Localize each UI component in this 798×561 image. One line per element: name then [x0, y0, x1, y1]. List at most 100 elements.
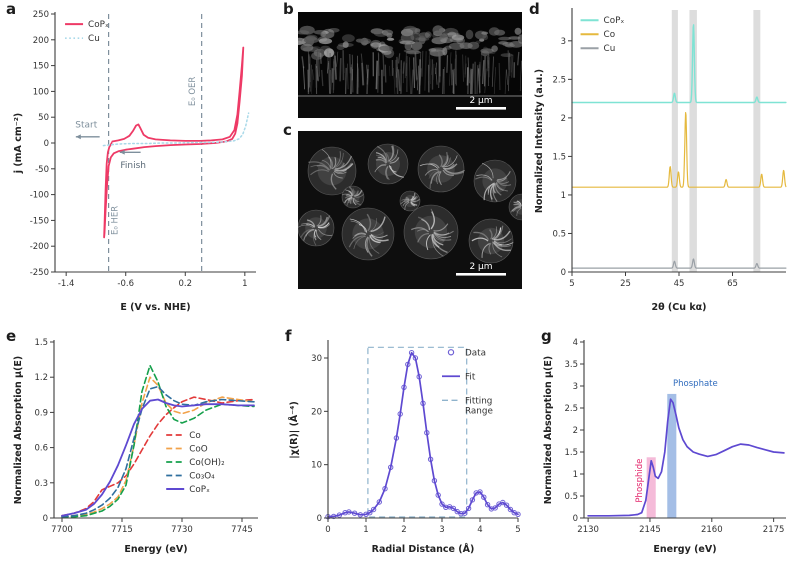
sem-top-view-image: 2 μm	[298, 131, 522, 289]
y-axis-label: j (mA cm⁻²)	[13, 113, 24, 175]
axes: 5 25 45 65 0 0.5 1 1.5 2 2.5 3 2θ (Cu kα) Normalized…	[534, 8, 786, 313]
x-tick-label: 0.2	[179, 279, 193, 289]
y-tick-label: 2	[573, 426, 578, 436]
y-tick-label: 20	[311, 407, 322, 417]
annotation-text: Start	[75, 121, 97, 131]
annotation-text: Phosphate	[673, 379, 718, 389]
x-tick-label: 1	[363, 525, 368, 535]
x-tick-label: 7730	[171, 525, 193, 535]
y-axis-label: |χ(R)| (Å⁻⁴)	[289, 401, 300, 459]
x-tick-label: 2145	[639, 525, 661, 535]
series-Co₃O₄	[61, 385, 255, 518]
series-CoPₓ	[61, 398, 255, 517]
y-tick-label: 50	[38, 113, 49, 123]
x-tick-label: 65	[727, 279, 738, 289]
plot-series	[325, 350, 521, 520]
y-tick-label: 1	[561, 191, 566, 201]
y-tick-label: 1.2	[34, 373, 48, 383]
legend-label: Range	[465, 406, 493, 416]
cv-curves-chart: -1.4 -0.6 0.2 1 -250 -200 -150 -100 -50 0 50 100 150…	[13, 10, 256, 313]
x-tick-label: 3	[439, 525, 444, 535]
y-tick-label: 2.5	[564, 404, 578, 414]
x-tick-label: 1	[242, 279, 247, 289]
legend-label: Co	[604, 30, 616, 40]
axes: 0 1 2 3 4 5 0 10 20 30 Radial Distance (Å) |χ(R)| (…	[289, 340, 521, 555]
y-tick-label: 30	[311, 354, 322, 364]
y-tick-label: 0.5	[564, 492, 578, 502]
series-Cu	[102, 112, 250, 147]
y-tick-label: 3.5	[564, 360, 578, 370]
y-tick-label: 0	[44, 139, 49, 149]
x-tick-label: 7700	[51, 525, 73, 535]
axes: -1.4 -0.6 0.2 1 -250 -200 -150 -100 -50 0 50 100 150…	[13, 10, 256, 313]
legend-label: Cu	[604, 44, 616, 54]
y-tick-label: 3	[561, 37, 566, 47]
scale-bar	[456, 107, 506, 110]
y-tick-label: 1	[573, 470, 578, 480]
xanes-co-k-edge-chart: 7700 7715 7730 7745 0 0.3 0.6 0.9 1.2 1.5 Energy (…	[13, 338, 258, 555]
x-tick-label: 2	[401, 525, 406, 535]
plot-series	[102, 46, 250, 239]
annotation-text: E₀ OER	[188, 77, 198, 107]
y-tick-label: -100	[30, 191, 49, 201]
y-tick-label: 100	[33, 87, 49, 97]
legend-label: CoPₓ	[88, 20, 109, 30]
y-tick-label: 1.5	[564, 448, 578, 458]
fitting-range-box	[367, 346, 468, 518]
y-tick-label: -50	[35, 165, 49, 175]
legend-label: Data	[465, 348, 486, 358]
series-CoPₓ	[103, 46, 245, 239]
y-tick-label: -150	[30, 216, 49, 226]
y-axis-label: Normalized Intensity (a.u.)	[534, 69, 545, 213]
x-axis-label: Energy (eV)	[124, 544, 187, 555]
y-tick-label: 0	[317, 514, 322, 524]
panel-g-label: g	[541, 327, 552, 345]
x-tick-label: 2160	[701, 525, 723, 535]
annotation-text: Finish	[120, 161, 146, 171]
highlight-bands	[646, 393, 677, 518]
legend-label: Fit	[465, 372, 476, 382]
series-CoPₓ P K-edge	[587, 398, 785, 517]
axes: 7700 7715 7730 7745 0 0.3 0.6 0.9 1.2 1.5 Energy (…	[13, 338, 258, 555]
x-tick-label: 5	[569, 279, 574, 289]
scale-bar-label: 2 μm	[469, 262, 492, 272]
sem-cross-section-image: 2 μm	[298, 12, 522, 118]
legend-label: CoO	[189, 445, 208, 455]
y-tick-label: -200	[30, 242, 49, 252]
x-tick-label: 4	[477, 525, 482, 535]
legend-marker-icon	[447, 349, 455, 356]
y-axis-label: Normalized Absorption μ(E)	[13, 356, 24, 504]
plot-series	[571, 24, 787, 269]
xrd-chart: 5 25 45 65 0 0.5 1 1.5 2 2.5 3 2θ (Cu kα) Normalized…	[534, 8, 787, 313]
x-tick-label: 5	[515, 525, 520, 535]
x-tick-label: -1.4	[58, 279, 75, 289]
x-axis-label: Radial Distance (Å)	[372, 544, 475, 555]
scale-bar-label: 2 μm	[469, 96, 492, 106]
x-tick-label: 0	[325, 525, 330, 535]
panel-b-label: b	[283, 0, 294, 18]
y-tick-label: 0.6	[34, 444, 48, 454]
legend: CoPₓ Co Cu	[580, 16, 624, 54]
y-tick-label: 1.5	[552, 152, 566, 162]
y-tick-label: 4	[573, 338, 578, 348]
highlight-bands	[367, 346, 468, 518]
y-tick-label: 0	[43, 514, 48, 524]
y-tick-label: 0.9	[34, 408, 48, 418]
series-Fit	[327, 351, 519, 518]
panel-f-label: f	[285, 327, 292, 345]
exafs-fit-chart: 0 1 2 3 4 5 0 10 20 30 Radial Distance (Å) |χ(R)| (…	[289, 340, 521, 555]
y-tick-label: -250	[30, 268, 49, 278]
y-tick-label: 10	[311, 461, 322, 471]
plot-series	[587, 398, 785, 517]
y-tick-label: 0	[573, 514, 578, 524]
x-axis-label: Energy (eV)	[653, 544, 716, 555]
legend-label: Co₃O₄	[189, 472, 215, 482]
panel-c-label: c	[283, 121, 292, 139]
panel-d-label: d	[529, 0, 540, 18]
y-tick-label: 2.5	[552, 75, 566, 85]
x-axis-label: 2θ (Cu kα)	[651, 302, 706, 313]
xanes-p-k-edge-chart: 2130 2145 2160 2175 0 0.5 1 1.5 2 2.5 3 3.5 4 Energy …	[543, 338, 786, 555]
series-Data	[325, 350, 521, 520]
series-Co(OH)₂	[61, 364, 255, 518]
